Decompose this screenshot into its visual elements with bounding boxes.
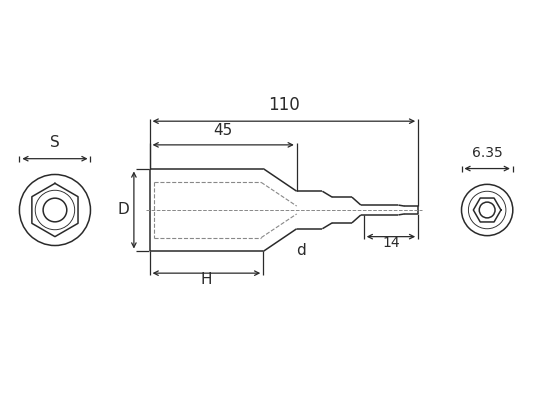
Text: S: S	[50, 135, 60, 150]
Text: D: D	[117, 202, 129, 218]
Text: d: d	[296, 243, 306, 257]
Text: 45: 45	[213, 123, 233, 138]
Text: 6.35: 6.35	[472, 146, 503, 160]
Text: 110: 110	[268, 96, 300, 114]
Text: H: H	[201, 272, 212, 287]
Text: 14: 14	[382, 236, 400, 250]
